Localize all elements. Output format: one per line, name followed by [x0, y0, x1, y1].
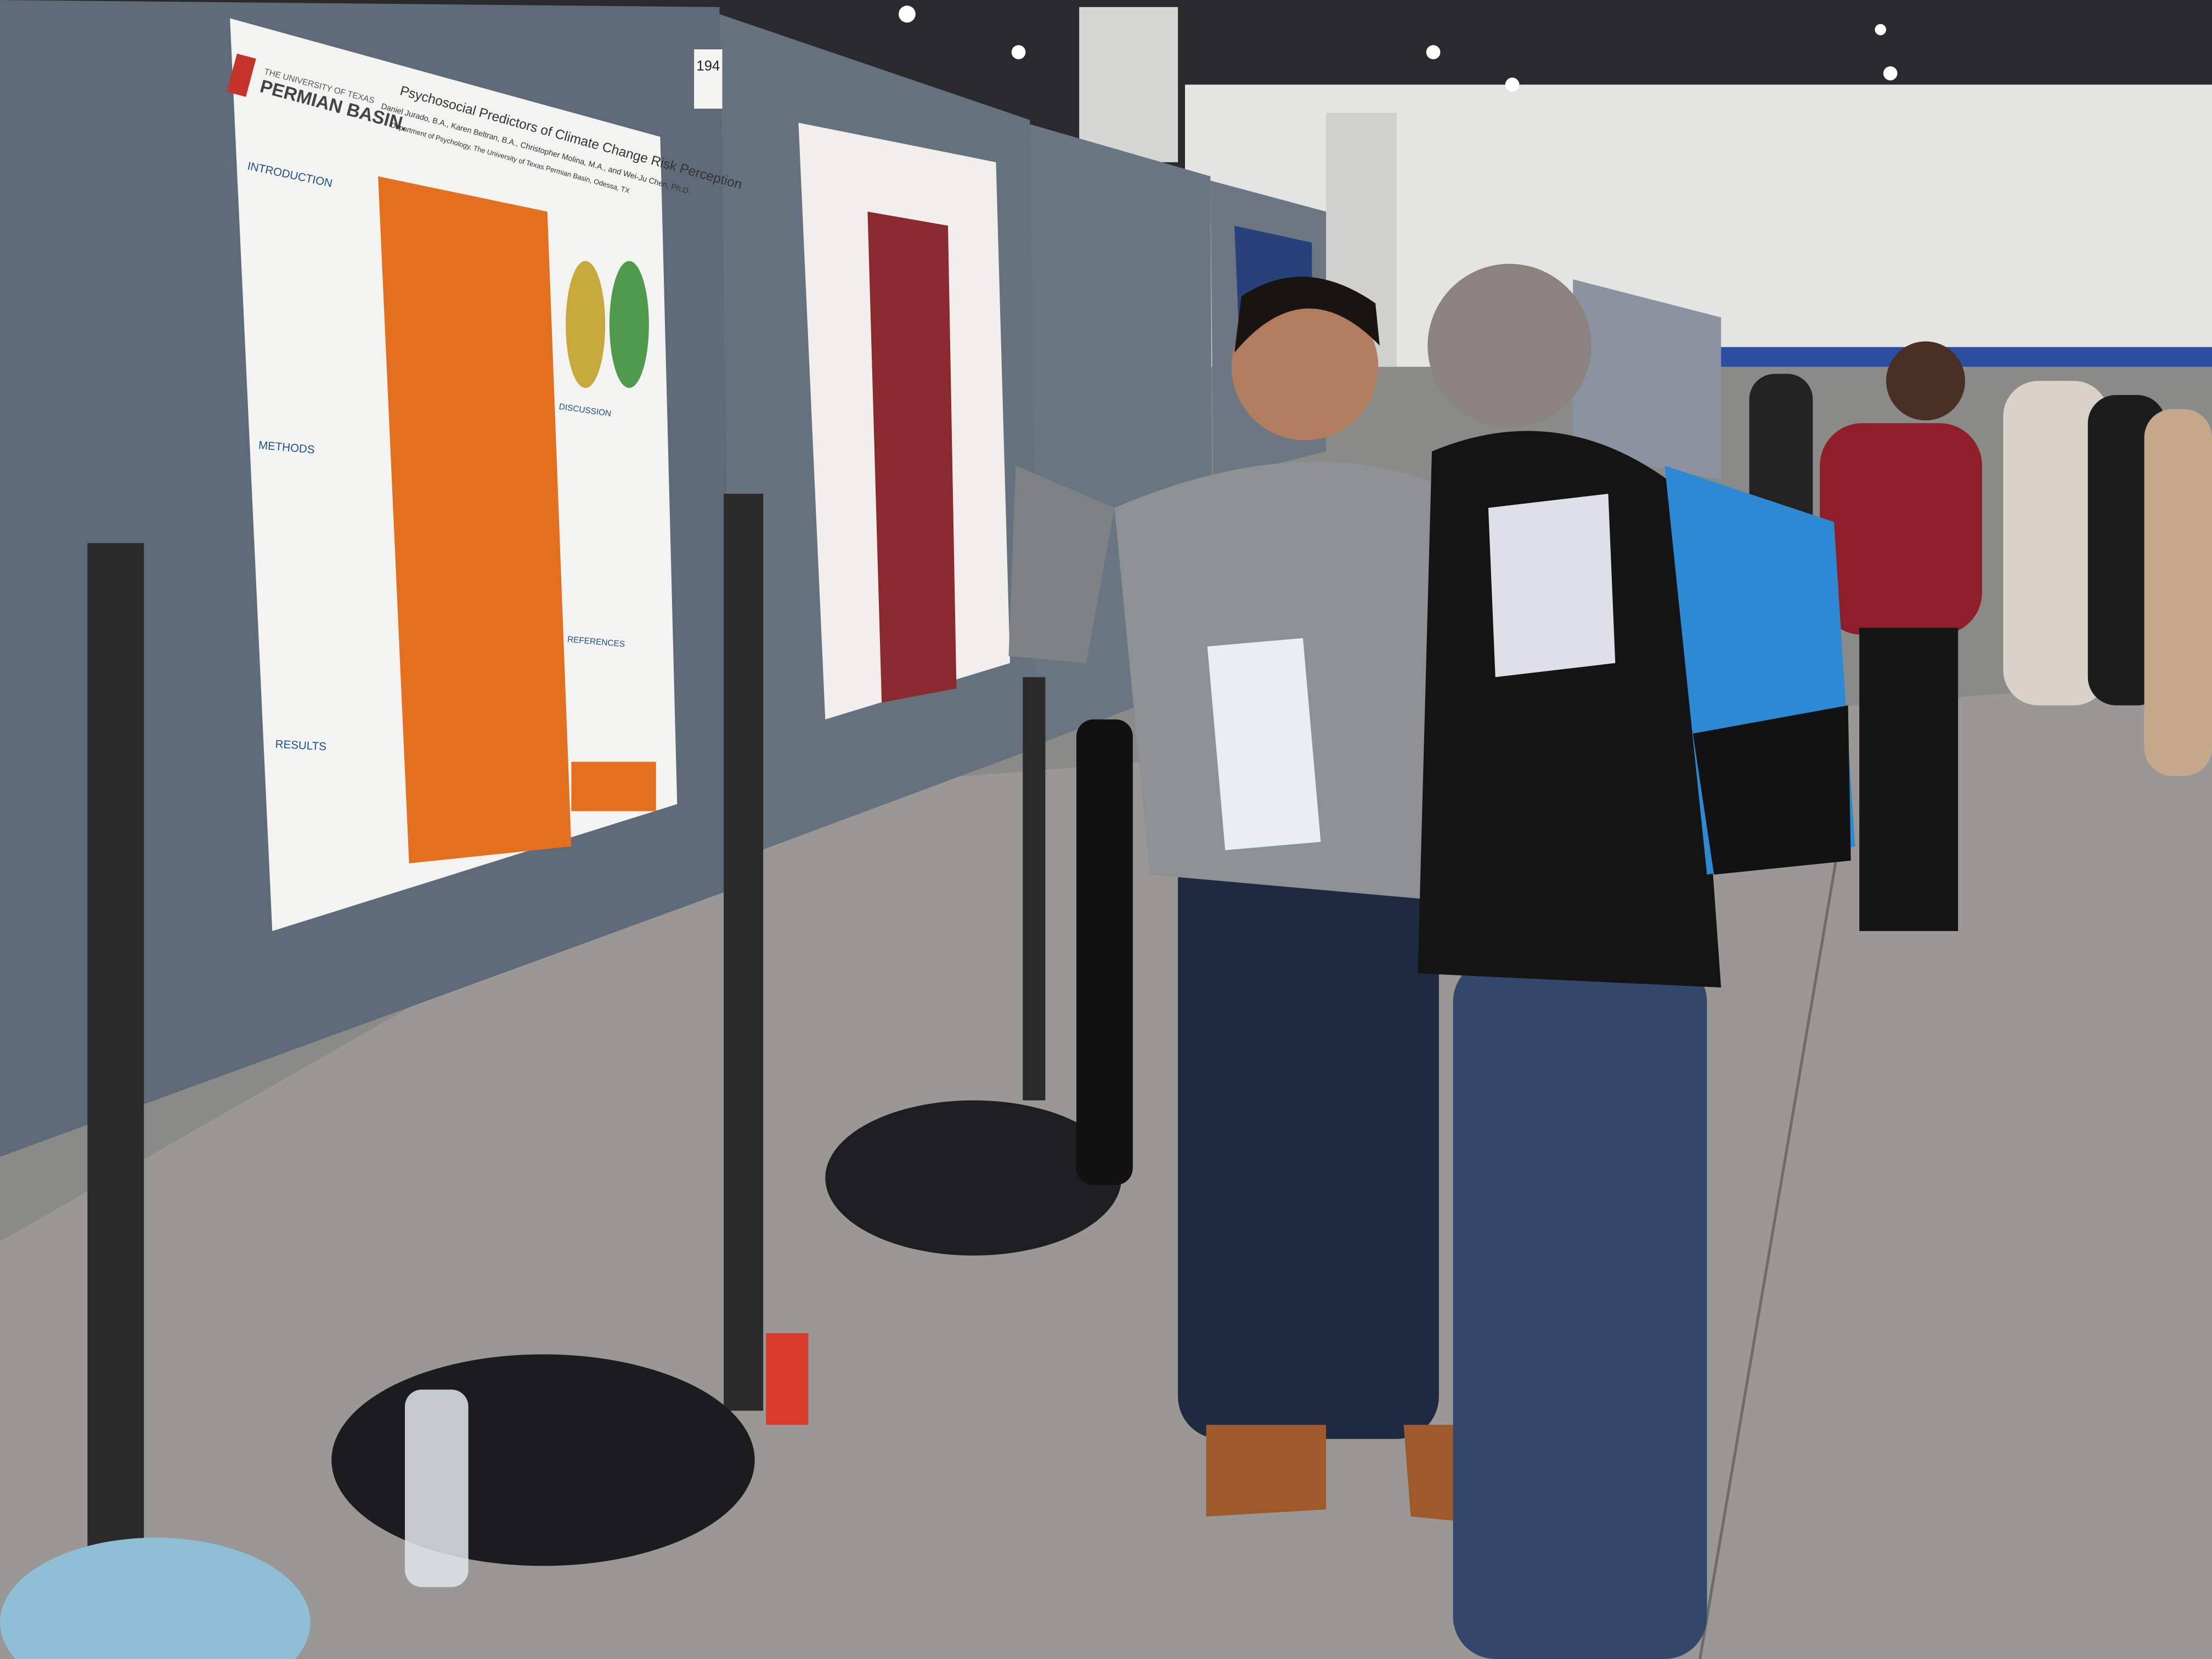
- ceiling-lights: [899, 5, 1898, 92]
- poster-chart: [609, 261, 649, 388]
- board-leg: [724, 494, 764, 1411]
- poster-box: [571, 761, 656, 811]
- pillar: [1079, 7, 1178, 162]
- poster-board: [1573, 279, 1722, 480]
- poster-orange-panel: [378, 176, 572, 864]
- poster-tube: [1076, 719, 1133, 1185]
- board-number-card: [694, 49, 723, 109]
- board-leg: [87, 543, 144, 1659]
- board-number: 194: [696, 59, 720, 74]
- board-leg: [1023, 677, 1046, 1101]
- bag: [825, 1100, 1122, 1256]
- bottle: [405, 1389, 469, 1587]
- poster-chart: [566, 261, 606, 388]
- crowd: [1749, 341, 2212, 932]
- backpack: [0, 1537, 311, 1659]
- bag: [331, 1354, 755, 1566]
- bottle: [766, 1333, 809, 1425]
- poster-section: RESULTS: [275, 738, 326, 753]
- person-visitor: [1418, 263, 1855, 1659]
- poster-panel: [867, 211, 957, 703]
- floor-seam: [1699, 789, 1850, 1659]
- person-presenter: [1008, 276, 1485, 1524]
